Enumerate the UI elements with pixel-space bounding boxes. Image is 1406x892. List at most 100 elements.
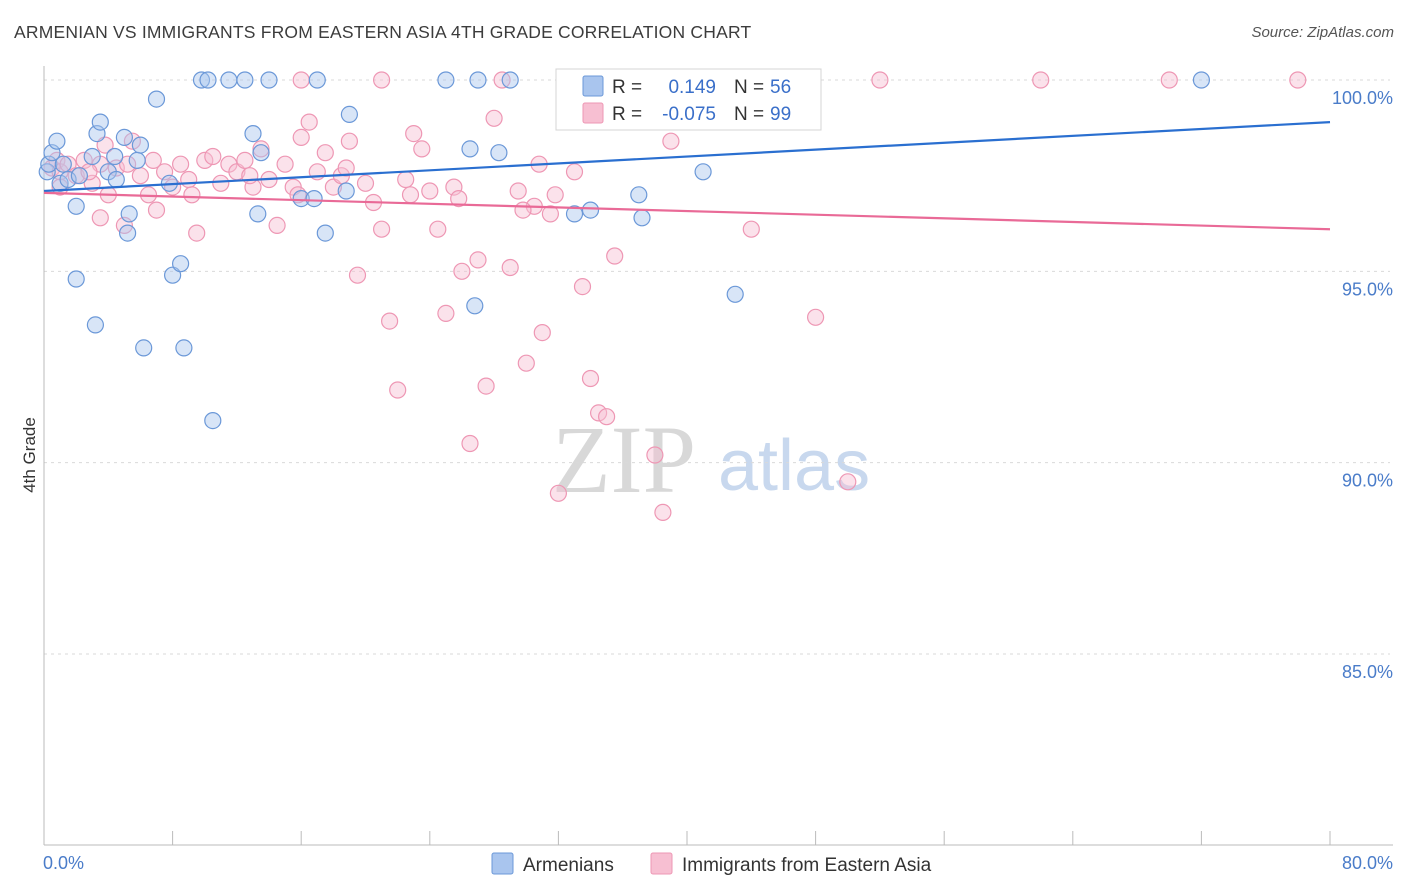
point-eastasia-94 (450, 190, 468, 208)
bottom-legend-swatch-armenians (491, 852, 514, 875)
point-armenians-30 (204, 412, 222, 430)
legend-r-value-1: 0.149 (668, 77, 716, 98)
point-armenians-54 (694, 163, 712, 181)
point-armenians-35 (252, 144, 270, 162)
point-armenians-37 (292, 190, 310, 208)
point-armenians-3 (48, 132, 66, 150)
point-eastasia-37 (316, 144, 334, 162)
legend-swatch-armenians (582, 75, 604, 97)
point-eastasia-76 (662, 132, 680, 150)
point-armenians-5 (54, 155, 72, 173)
point-armenians-49 (565, 205, 584, 223)
point-eastasia-68 (565, 163, 584, 181)
source-label: Source: ZipAtlas.com (1251, 24, 1394, 41)
series-legend: Armenians Immigrants from Eastern Asia (491, 852, 932, 876)
point-armenians-17 (115, 128, 134, 146)
point-eastasia-52 (437, 304, 455, 322)
point-eastasia-95 (514, 201, 532, 219)
point-armenians-41 (337, 182, 355, 200)
bottom-legend-swatch-eastasia (650, 852, 673, 875)
point-armenians-40 (316, 224, 334, 242)
point-eastasia-82 (1032, 71, 1050, 89)
point-eastasia-79 (806, 308, 825, 326)
point-eastasia-98 (292, 71, 310, 89)
point-eastasia-35 (300, 113, 318, 131)
point-armenians-15 (107, 170, 125, 189)
point-eastasia-21 (188, 224, 206, 242)
point-armenians-6 (59, 170, 77, 189)
point-armenians-47 (490, 144, 508, 162)
trend-line-eastasia (43, 191, 1331, 231)
point-eastasia-42 (356, 174, 375, 192)
point-eastasia-47 (397, 170, 415, 189)
x-tick-label-min: 0.0% (43, 853, 84, 873)
point-armenians-28 (192, 71, 211, 89)
point-armenians-10 (83, 147, 101, 166)
point-eastasia-72 (597, 408, 616, 426)
point-armenians-34 (249, 205, 267, 223)
point-eastasia-7 (91, 209, 109, 227)
point-armenians-55 (726, 285, 744, 303)
point-armenians-13 (86, 316, 105, 334)
point-eastasia-67 (549, 484, 568, 502)
point-eastasia-62 (517, 354, 535, 372)
point-armenians-26 (172, 255, 190, 273)
point-eastasia-23 (204, 147, 222, 166)
x-tick-label-max: 80.0% (1342, 853, 1393, 873)
point-eastasia-40 (340, 132, 358, 150)
point-armenians-22 (135, 339, 153, 357)
y-axis-title: 4th Grade (20, 417, 39, 493)
point-armenians-21 (131, 136, 149, 154)
point-armenians-56 (1192, 71, 1211, 89)
point-armenians-46 (469, 71, 487, 89)
point-eastasia-24 (212, 174, 230, 192)
point-armenians-38 (305, 190, 323, 208)
point-armenians-32 (236, 71, 254, 89)
point-eastasia-58 (485, 109, 503, 127)
point-eastasia-74 (646, 446, 664, 464)
point-eastasia-16 (147, 201, 166, 219)
point-armenians-50 (581, 201, 600, 219)
point-eastasia-57 (477, 377, 495, 395)
point-eastasia-81 (871, 71, 889, 89)
point-armenians-36 (260, 71, 278, 89)
point-eastasia-27 (236, 151, 254, 169)
point-eastasia-88 (144, 151, 162, 169)
point-eastasia-73 (606, 247, 624, 265)
point-armenians-44 (461, 140, 479, 158)
point-eastasia-19 (172, 155, 190, 173)
point-eastasia-48 (405, 125, 423, 143)
point-eastasia-13 (123, 132, 141, 150)
grid-layer: 100.0% 95.0% 90.0% 85.0% (44, 79, 1393, 682)
point-eastasia-69 (573, 278, 592, 296)
watermark-zip: ZIP (552, 406, 696, 513)
point-armenians-27 (175, 339, 193, 357)
bottom-legend-label-eastasia: Immigrants from Eastern Asia (682, 855, 932, 876)
axis-layer (43, 66, 1393, 846)
legend-r-value-2: -0.075 (662, 104, 716, 125)
point-eastasia-78 (742, 220, 760, 238)
point-eastasia-92 (337, 159, 355, 177)
point-eastasia-56 (469, 251, 487, 269)
point-armenians-48 (501, 71, 519, 89)
point-eastasia-83 (1160, 71, 1178, 89)
y-tick-label-1: 95.0% (1342, 279, 1393, 299)
point-armenians-19 (120, 205, 138, 223)
point-armenians-4 (51, 174, 69, 192)
point-eastasia-29 (252, 140, 270, 158)
point-eastasia-55 (461, 434, 479, 453)
point-armenians-45 (466, 297, 484, 315)
chart-title: ARMENIAN VS IMMIGRANTS FROM EASTERN ASIA… (14, 22, 752, 42)
point-eastasia-84 (1289, 71, 1307, 89)
point-armenians-12 (91, 113, 109, 131)
point-eastasia-12 (118, 155, 137, 173)
watermark-atlas: atlas (718, 426, 870, 506)
point-eastasia-93 (401, 186, 420, 204)
point-eastasia-89 (183, 186, 201, 204)
point-eastasia-64 (533, 324, 551, 342)
point-armenians-23 (147, 90, 166, 108)
point-armenians-20 (128, 151, 146, 169)
trend-layer (43, 120, 1331, 231)
point-eastasia-51 (429, 220, 447, 238)
